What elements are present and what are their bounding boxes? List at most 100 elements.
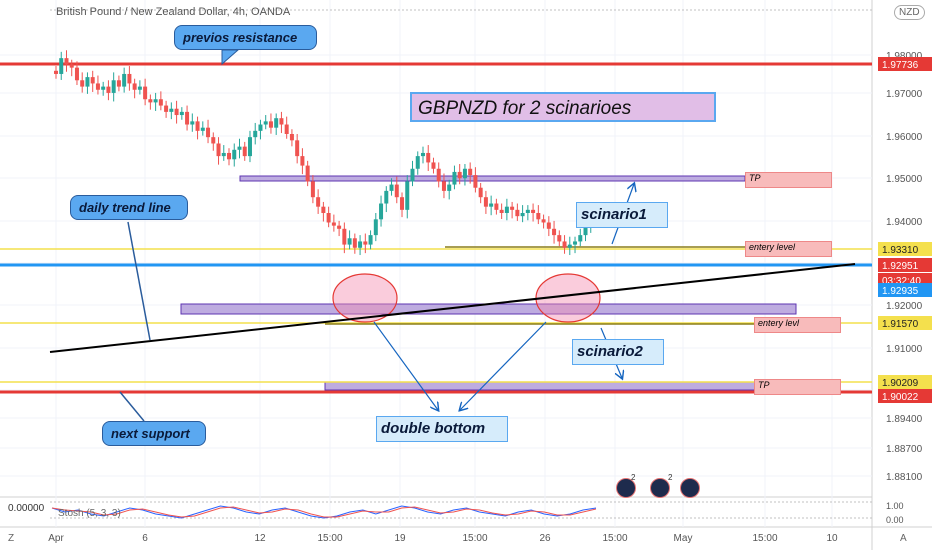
candle-body — [295, 140, 300, 157]
price-tag — [878, 258, 932, 272]
candle-body — [420, 152, 425, 157]
candle-body — [541, 219, 546, 223]
price-tag — [878, 375, 932, 389]
candle-body — [405, 181, 410, 210]
candle-body — [525, 209, 530, 213]
candle-body — [394, 184, 399, 198]
candle-body — [227, 152, 232, 160]
candle-body — [74, 67, 79, 81]
candle-body — [258, 124, 263, 131]
candle-body — [59, 58, 64, 74]
candle-body — [206, 127, 211, 138]
event-icon-2[interactable] — [650, 478, 670, 498]
candle-body — [379, 203, 384, 220]
event-icon-1[interactable] — [616, 478, 636, 498]
x-tick-label: 15:00 — [602, 533, 627, 544]
candle-body — [415, 156, 420, 169]
candle-body — [64, 58, 69, 65]
price-tag-text: 1.93310 — [882, 245, 919, 256]
event-count-1: 2 — [631, 473, 636, 482]
stoch-k-line — [51, 505, 597, 519]
x-tick-label: 15:00 — [462, 533, 487, 544]
candle-body — [247, 137, 252, 157]
candle-body — [169, 108, 174, 112]
candle-body — [111, 80, 116, 93]
candle-body — [263, 121, 268, 125]
event-icon-3[interactable] — [680, 478, 700, 498]
price-tag-text: 1.91570 — [882, 319, 919, 330]
auto-scale-button[interactable]: A — [900, 533, 907, 544]
candle-body — [489, 203, 494, 207]
candle-body — [441, 181, 446, 191]
y-tick-label: 1.97000 — [886, 89, 923, 100]
candle-body — [122, 73, 127, 87]
candle-body — [242, 146, 247, 157]
currency-badge[interactable]: NZD — [894, 5, 925, 20]
y-tick-label: 1.96000 — [886, 132, 923, 143]
candle-body — [132, 83, 137, 90]
candle-body — [185, 111, 190, 125]
candle-body — [447, 184, 452, 191]
candle-body — [190, 121, 195, 125]
candle-body — [153, 99, 158, 103]
candle-body — [483, 197, 488, 207]
tp-lower-label: TP — [754, 379, 841, 395]
candle-body — [237, 146, 242, 150]
candle-body — [347, 238, 352, 245]
y-tick-label: 1.92000 — [886, 301, 923, 312]
candle-body — [211, 137, 216, 144]
candle-body — [221, 152, 226, 157]
z-button[interactable]: Z — [8, 533, 15, 544]
candle-body — [116, 80, 121, 87]
indicator-label: Stosh (5, 3, 3) — [58, 508, 121, 519]
stoch-tick-label: 1.00 — [886, 501, 904, 511]
x-tick-label: 19 — [394, 533, 406, 544]
candle-body — [515, 209, 520, 217]
y-tick-label: 1.88100 — [886, 472, 923, 483]
scenario2-label: scinario2 — [572, 339, 664, 365]
candle-body — [578, 235, 583, 242]
y-tick-label: 1.94000 — [886, 217, 923, 228]
y-tick-label: 1.88700 — [886, 444, 923, 455]
stoch-tick-label: 0.00 — [886, 515, 904, 525]
y-tick-label: 1.95000 — [886, 174, 923, 185]
candle-body — [232, 149, 237, 160]
candle-body — [457, 171, 462, 179]
callout-pointer-trend — [127, 221, 151, 341]
candle-body — [573, 241, 578, 245]
candle-body — [326, 213, 331, 223]
candle-body — [127, 73, 132, 84]
candle-body — [158, 99, 163, 106]
candle-body — [431, 162, 436, 169]
entry-level-upper-label: entery level — [745, 241, 832, 257]
daily-trend-line — [49, 263, 856, 353]
previous-resistance-callout: previos resistance — [174, 25, 317, 50]
x-tick-label: 15:00 — [752, 533, 777, 544]
price-tag — [878, 316, 932, 330]
candle-body — [410, 168, 415, 182]
x-tick-label: 15:00 — [317, 533, 342, 544]
candle-body — [216, 143, 221, 157]
candle-body — [557, 235, 562, 242]
y-tick-label: 1.98000 — [886, 51, 923, 62]
candle-body — [342, 228, 347, 245]
candle-body — [510, 206, 515, 210]
candle-body — [426, 152, 431, 163]
candle-body — [310, 181, 315, 198]
candle-body — [358, 241, 363, 248]
candle-body — [468, 168, 473, 176]
candle-body — [536, 213, 541, 220]
candle-body — [69, 64, 74, 68]
candle-body — [195, 121, 200, 131]
price-tag-text: 1.92935 — [882, 286, 919, 297]
candle-body — [284, 124, 289, 134]
price-tag-text: 1.90022 — [882, 392, 919, 403]
candle-body — [321, 206, 326, 213]
event-count-2: 2 — [668, 473, 673, 482]
price-tag — [878, 242, 932, 256]
candle-body — [289, 134, 294, 141]
double-bottom-ellipse-left — [332, 273, 398, 323]
